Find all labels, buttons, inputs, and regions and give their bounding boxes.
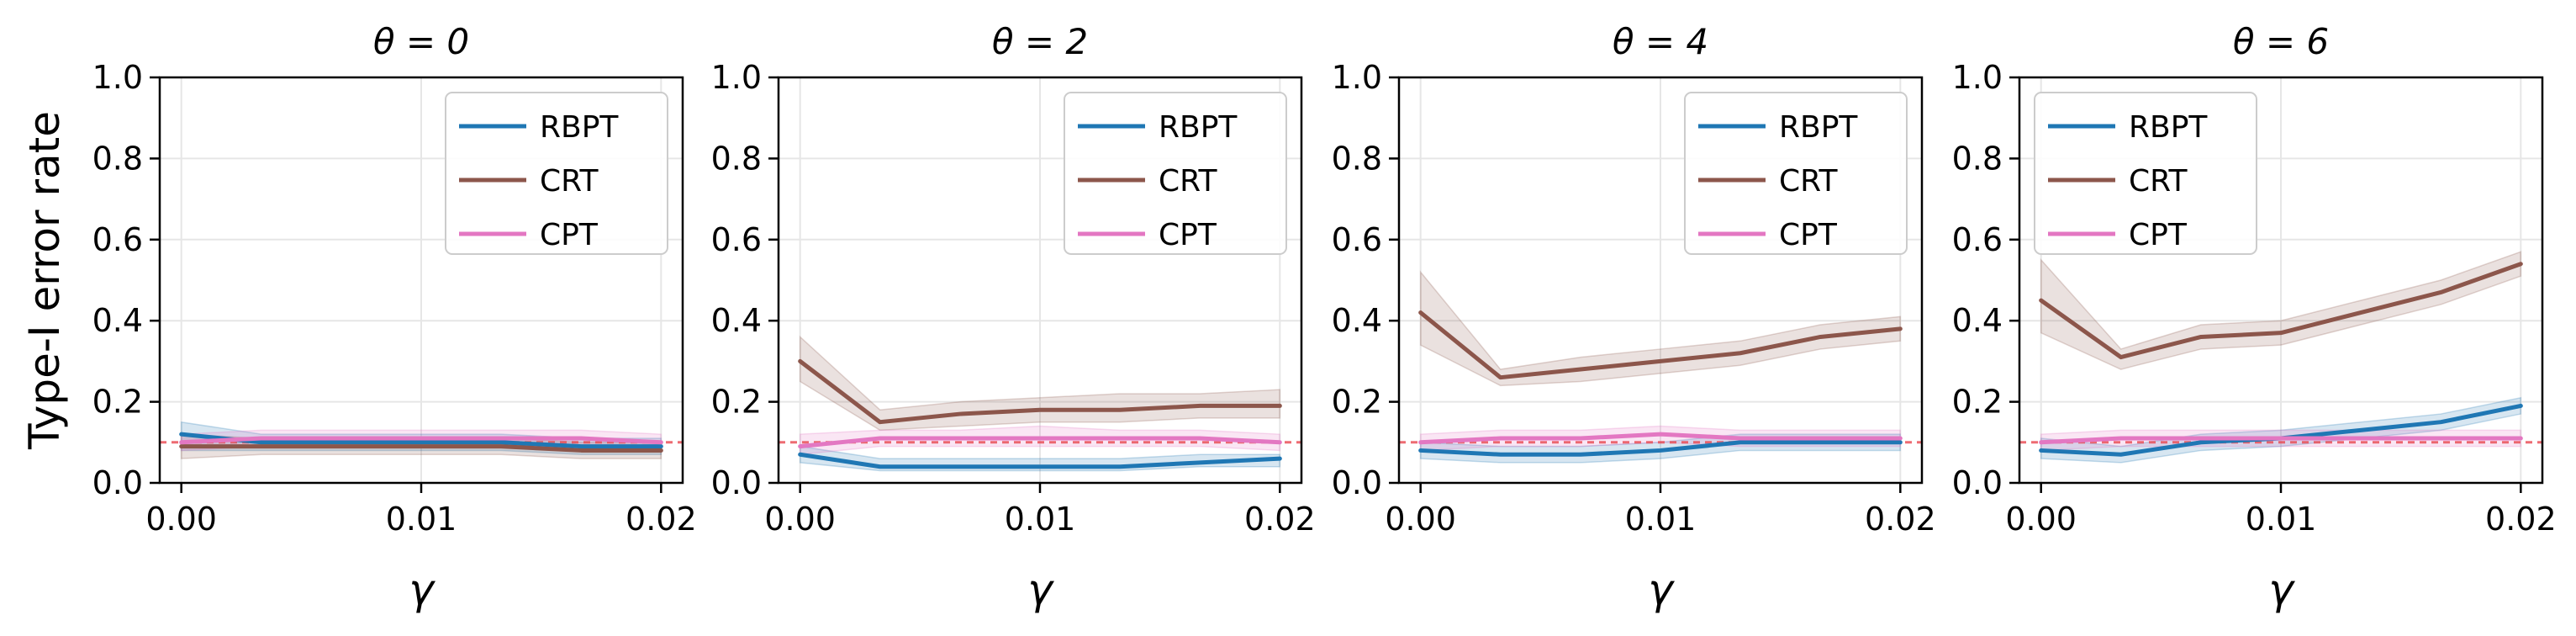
y-tick-label: 0.6 (1952, 221, 2003, 258)
band-crt (2040, 251, 2522, 370)
panel-3: 0.00 0.01 0.02 0.0 0.2 0.4 0.6 0.8 1.0 θ = 6 γ RBPT… (1952, 21, 2557, 614)
y-tick-label: 1.0 (1952, 59, 2003, 96)
y-tick-label: 0.8 (92, 140, 143, 177)
y-tick-label: 0.2 (1332, 384, 1382, 421)
panel-2: 0.00 0.01 0.02 0.0 0.2 0.4 0.6 0.8 1.0 θ = 4 γ RBPT… (1332, 21, 1936, 614)
y-axis-label: Type-I error rate (20, 111, 69, 450)
series-line-cpt (179, 436, 663, 445)
y-tick-label: 0.8 (1952, 140, 2003, 177)
y-tick-label: 0.4 (92, 302, 143, 339)
panel-title: θ = 6 (2233, 21, 2329, 62)
x-tick-label: 0.02 (2485, 501, 2557, 538)
panel-title: θ = 2 (992, 21, 1088, 62)
y-tick-label: 0.4 (711, 302, 762, 339)
legend-label-cpt: CPT (540, 218, 599, 252)
y-tick-label: 0.2 (92, 384, 143, 421)
x-tick-label: 0.02 (626, 501, 697, 538)
legend-label-cpt: CPT (1159, 218, 1217, 252)
legend-box (445, 92, 668, 255)
band-crt (1419, 270, 1902, 387)
y-tick-label: 0.0 (711, 464, 762, 501)
series-line-cpt (1418, 432, 1903, 445)
legend-label-rbpt: RBPT (1159, 110, 1238, 145)
y-tick-label: 0.6 (92, 221, 143, 258)
y-tick-label: 0.6 (711, 221, 762, 258)
legend-label-rbpt: RBPT (1779, 110, 1858, 145)
legend-box (1684, 92, 1908, 255)
legend-label-rbpt: RBPT (2129, 110, 2208, 145)
x-tick-label: 0.00 (145, 501, 217, 538)
legend-label-crt: CRT (540, 164, 599, 199)
x-tick-label: 0.02 (1865, 501, 1936, 538)
legend-box (1064, 92, 1287, 255)
x-axis-label: γ (1027, 565, 1054, 614)
legend-label-rbpt: RBPT (540, 110, 619, 145)
panel-title: θ = 4 (1613, 21, 1708, 62)
series-line-crt (2039, 262, 2523, 360)
y-tick-label: 0.4 (1332, 302, 1382, 339)
panel-1: 0.00 0.01 0.02 0.0 0.2 0.4 0.6 0.8 1.0 θ = 2 γ RBPT… (711, 21, 1316, 614)
x-axis-label: γ (2268, 565, 2295, 614)
y-tick-label: 0.0 (1332, 464, 1382, 501)
x-tick-label: 0.00 (2005, 501, 2077, 538)
series-line-crt (179, 444, 663, 453)
y-tick-label: 0.0 (1952, 464, 2003, 501)
series-line-crt (798, 358, 1282, 425)
x-tick-label: 0.01 (1005, 501, 1076, 538)
series-line-rbpt (1418, 440, 1903, 457)
y-tick-label: 1.0 (92, 59, 143, 96)
legend-label-cpt: CPT (2129, 218, 2188, 252)
legend-label-crt: CRT (1159, 164, 1218, 199)
y-tick-label: 0.8 (1332, 140, 1382, 177)
x-axis-label: γ (1648, 565, 1675, 614)
series-line-rbpt (798, 452, 1282, 469)
legend: RBPT CRT CPT (1064, 92, 1287, 255)
legend: RBPT CRT CPT (445, 92, 668, 255)
legend: RBPT CRT CPT (1684, 92, 1908, 255)
y-tick-label: 0.0 (92, 464, 143, 501)
x-tick-label: 0.01 (386, 501, 457, 538)
y-tick-label: 0.2 (711, 384, 762, 421)
series-line-cpt (798, 436, 1282, 449)
series-line-cpt (2039, 436, 2523, 445)
x-tick-label: 0.01 (2246, 501, 2317, 538)
y-tick-label: 0.8 (711, 140, 762, 177)
series-line-crt (1418, 310, 1903, 380)
panel-0: 0.00 0.01 0.02 0.0 0.2 0.4 0.6 0.8 1.0 θ = 0 γ Type… (20, 21, 697, 614)
x-axis-label: γ (409, 565, 435, 614)
legend-label-crt: CRT (1779, 164, 1839, 199)
legend-label-cpt: CPT (1779, 218, 1838, 252)
legend-box (2034, 92, 2257, 255)
y-tick-label: 0.4 (1952, 302, 2003, 339)
x-tick-label: 0.01 (1625, 501, 1697, 538)
x-tick-label: 0.00 (1385, 501, 1456, 538)
legend-label-crt: CRT (2129, 164, 2188, 199)
series-line-rbpt (179, 432, 663, 449)
y-tick-label: 0.2 (1952, 384, 2003, 421)
y-tick-label: 0.6 (1332, 221, 1382, 258)
x-tick-label: 0.02 (1244, 501, 1316, 538)
y-tick-label: 1.0 (1332, 59, 1382, 96)
x-tick-label: 0.00 (764, 501, 836, 538)
legend: RBPT CRT CPT (2034, 92, 2257, 255)
y-tick-label: 1.0 (711, 59, 762, 96)
panel-title: θ = 0 (373, 21, 469, 62)
